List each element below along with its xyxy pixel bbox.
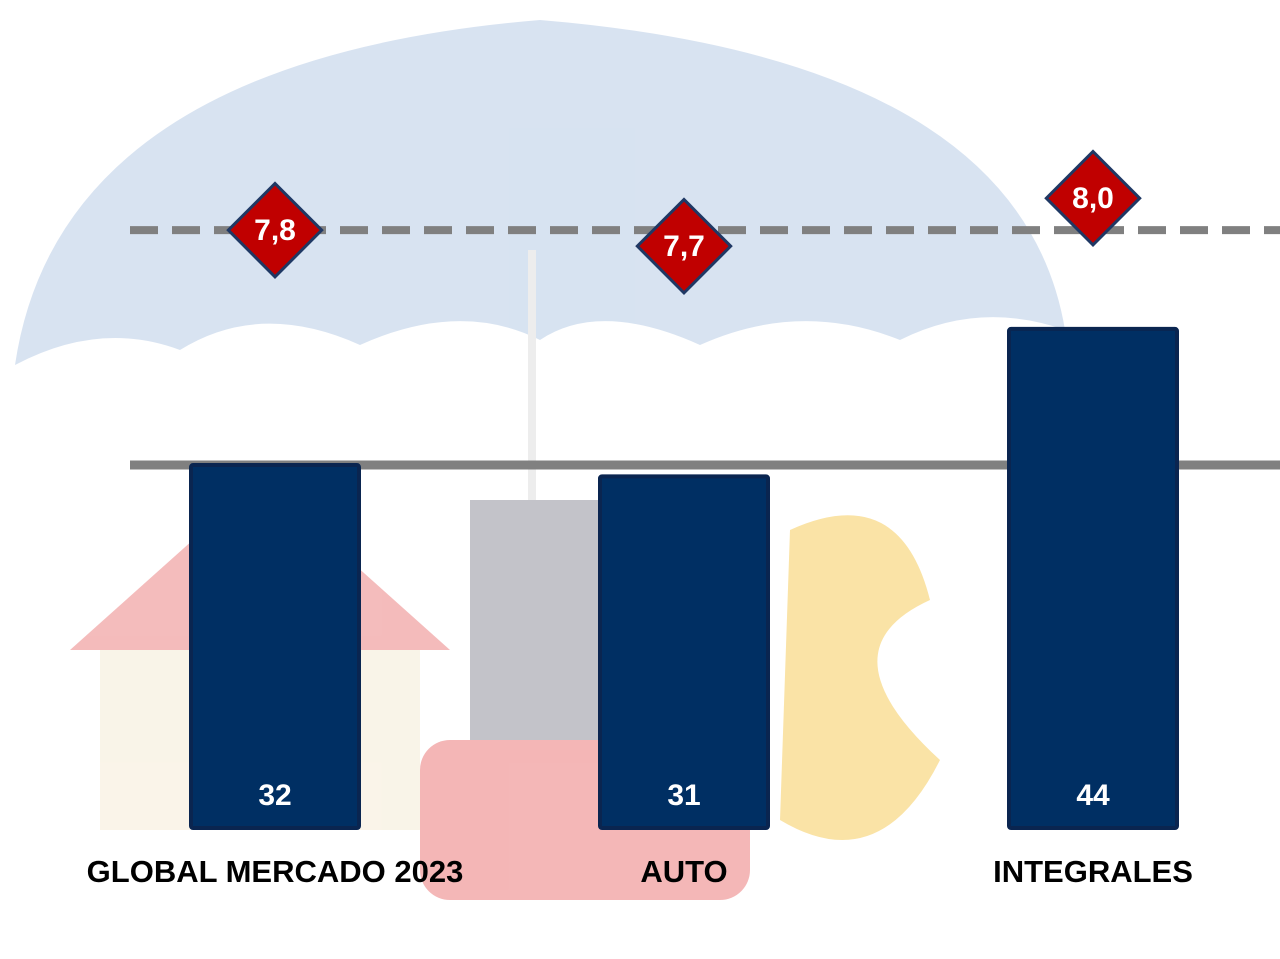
diamond-marker [1044, 149, 1142, 247]
value-label: 8,0 [1072, 182, 1114, 215]
value-label: 7,7 [663, 230, 705, 263]
x-tick-label: GLOBAL MERCADO 2023 [86, 854, 464, 889]
x-tick-label: AUTO [640, 854, 728, 889]
value-label: 31 [667, 779, 700, 812]
background-illustration [15, 20, 1065, 900]
value-label: 44 [1076, 779, 1110, 812]
bar [598, 474, 770, 830]
diamond-marker [635, 197, 733, 295]
umbrella [15, 20, 1065, 365]
bar [1007, 326, 1179, 830]
diamond-marker [226, 181, 324, 279]
value-label: 7,8 [254, 214, 296, 247]
value-label: 32 [258, 779, 291, 812]
dollar [780, 515, 940, 840]
bar [189, 463, 361, 830]
x-tick-label: INTEGRALES [993, 854, 1193, 889]
